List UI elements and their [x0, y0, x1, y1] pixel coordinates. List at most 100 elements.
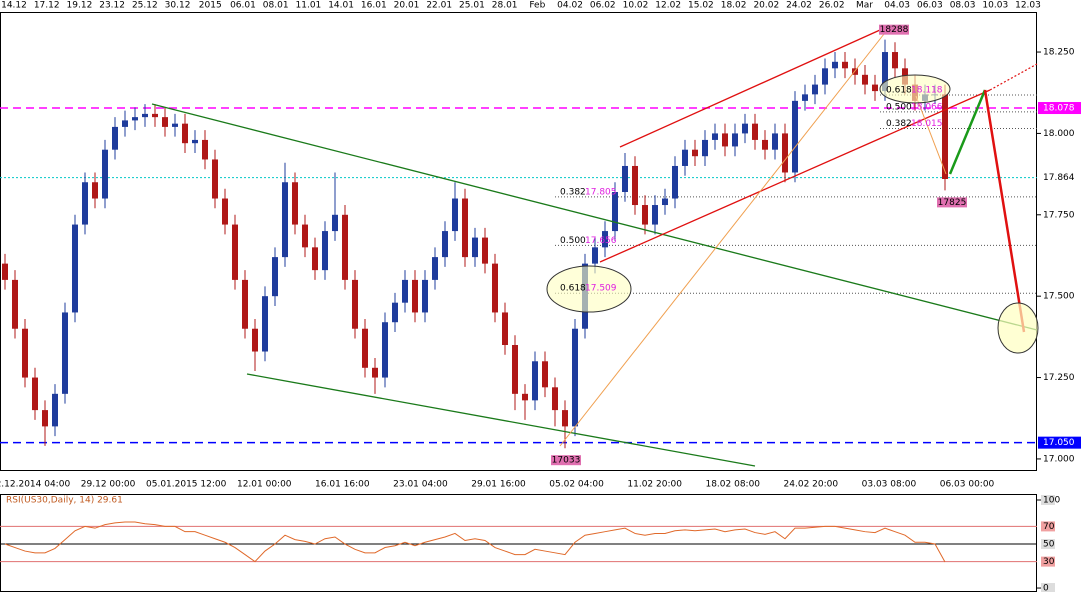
candle-body — [672, 165, 678, 199]
candle-body — [62, 312, 68, 394]
rsi-tick-box — [1041, 539, 1055, 550]
x-tick-label: 29.12 00:00 — [81, 480, 136, 490]
highlight-ellipse — [546, 265, 632, 313]
candle-body — [12, 279, 18, 329]
level-label: 17.050 — [1043, 438, 1075, 448]
x-tick-label: 05.02 04:00 — [549, 480, 604, 490]
candle-body — [262, 296, 268, 352]
top-date-label: 06.01 — [230, 1, 256, 11]
top-date-label: 06.03 — [917, 1, 943, 11]
candle-body — [22, 328, 28, 378]
highlight-ellipse — [997, 302, 1039, 354]
price-tag — [879, 24, 909, 35]
rsi-tick-box — [1041, 521, 1055, 532]
candle-body — [392, 302, 398, 323]
rsi-line — [4, 521, 946, 563]
candle-body — [362, 328, 368, 368]
candle-body — [602, 231, 608, 248]
candle-body — [472, 237, 478, 258]
x-tick-label: 12.01 00:00 — [237, 480, 292, 490]
candle-body — [332, 214, 338, 232]
candle-body — [282, 182, 288, 258]
top-date-label: 12.02 — [655, 1, 681, 11]
candle-body — [402, 279, 408, 303]
candle-body — [382, 322, 388, 378]
level-label: 17.864 — [1043, 173, 1075, 183]
candle-body — [312, 247, 318, 271]
candle-body — [302, 224, 308, 248]
candle-body — [492, 263, 498, 313]
top-date-label: 28.01 — [492, 1, 518, 11]
fib-price: 18.015 — [911, 119, 943, 129]
candle-body — [882, 52, 888, 92]
fib-ratio: 0.618 — [886, 86, 912, 96]
price-tag — [937, 197, 967, 208]
y-tick-label: 30 — [1043, 557, 1055, 567]
candle-body — [432, 257, 438, 280]
candle-body — [442, 231, 448, 258]
candle-body — [682, 149, 688, 166]
candle-body — [182, 123, 188, 144]
trend-line — [246, 373, 756, 467]
candle-body — [552, 387, 558, 411]
x-tick-label: 24.02 20:00 — [784, 480, 839, 490]
candle-body — [652, 205, 658, 225]
y-tick-label: 100 — [1043, 495, 1060, 505]
candle-body — [872, 84, 878, 92]
candle-body — [822, 68, 828, 85]
candle-body — [152, 113, 158, 118]
fib-ratio: 0.500 — [560, 236, 586, 246]
candle-body — [372, 367, 378, 378]
top-date-label: 23.12 — [99, 1, 125, 11]
top-date-label: 10.02 — [623, 1, 649, 11]
y-tick-label: 17.500 — [1043, 292, 1075, 302]
candle-body — [752, 123, 758, 140]
candle-body — [722, 133, 728, 147]
candle-body — [632, 165, 638, 206]
candle-body — [762, 139, 768, 150]
top-date-label: Mar — [856, 1, 873, 11]
candle-body — [812, 84, 818, 95]
fib-line — [559, 33, 885, 447]
candle-body — [832, 61, 838, 69]
top-date-label: 14.01 — [328, 1, 354, 11]
candle-body — [772, 133, 778, 150]
candle-body — [482, 237, 488, 264]
candle-body — [212, 159, 218, 199]
candle-body — [592, 247, 598, 264]
candle-body — [82, 182, 88, 225]
top-date-label: 08.01 — [263, 1, 289, 11]
fib-ratio: 0.382 — [560, 187, 586, 197]
candle-body — [2, 263, 8, 280]
candle-body — [452, 198, 458, 232]
rsi-title: RSI(US30,Daily, 14) 29.61 — [6, 496, 123, 506]
candle-body — [102, 149, 108, 199]
candle-body — [232, 224, 238, 280]
candle-body — [522, 393, 528, 401]
y-tick-label: 50 — [1043, 540, 1055, 550]
top-date-label: 08.03 — [950, 1, 976, 11]
x-tick-label: 23.01 04:00 — [393, 480, 448, 490]
fib-price: 17.509 — [585, 284, 617, 294]
x-tick-label: 16.01 16:00 — [315, 480, 370, 490]
channel-extension — [989, 63, 1038, 91]
price-tag-label: 17825 — [938, 198, 967, 208]
candle-body — [412, 279, 418, 313]
candle-body — [642, 205, 648, 225]
candle-body — [732, 133, 738, 147]
y-tick-label: 0 — [1043, 584, 1049, 592]
fib-ratio: 0.618 — [560, 284, 586, 294]
drawings — [151, 29, 1039, 467]
fib-price: 18.066 — [911, 102, 943, 112]
top-date-label: 06.02 — [590, 1, 616, 11]
marks — [0, 39, 1037, 563]
projection-arrow — [983, 89, 1026, 333]
candle-body — [72, 224, 78, 313]
candle-body — [342, 214, 348, 280]
main-frame — [0, 12, 1037, 471]
top-date-label: 15.02 — [688, 1, 714, 11]
top-date-label: 17.12 — [34, 1, 60, 11]
y-tick-label: 17.750 — [1043, 210, 1075, 220]
